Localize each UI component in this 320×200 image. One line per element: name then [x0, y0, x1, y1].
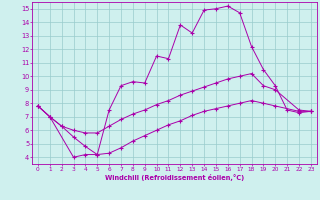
X-axis label: Windchill (Refroidissement éolien,°C): Windchill (Refroidissement éolien,°C): [105, 174, 244, 181]
